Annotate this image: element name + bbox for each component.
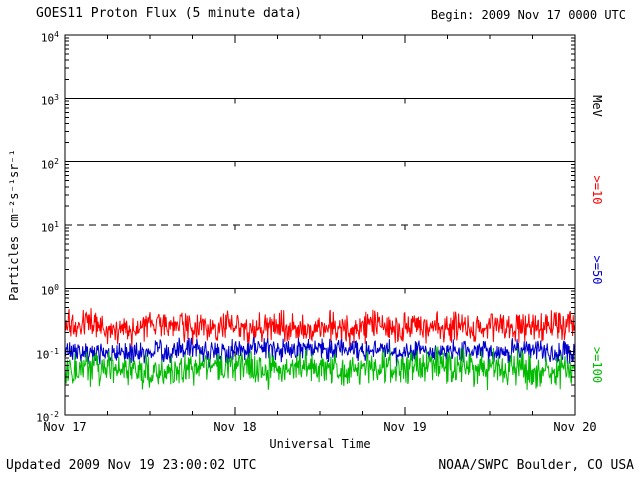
y-tick-label: 103 (40, 93, 59, 108)
x-axis-label: Universal Time (269, 437, 371, 451)
begin-time-label: Begin: 2009 Nov 17 0000 UTC (430, 8, 626, 22)
x-tick-label: Nov 18 (213, 420, 257, 434)
updated-timestamp: Updated 2009 Nov 19 23:00:02 UTC (6, 458, 257, 473)
y-tick-label: 10-1 (36, 346, 59, 362)
series-label-100: >=100 (590, 346, 604, 384)
series-line-gege100 (65, 346, 575, 391)
plot-border (64, 34, 576, 416)
y-tick-label: 101 (40, 220, 59, 235)
y-tick-label: 104 (40, 30, 59, 45)
credit-label: NOAA/SWPC Boulder, CO USA (438, 458, 634, 473)
x-tick-label: Nov 20 (553, 420, 597, 434)
series-line-gege10 (65, 308, 575, 348)
series-label-50: >=50 (590, 255, 604, 285)
series-line-gege50 (65, 336, 575, 369)
x-tick-label: Nov 19 (383, 420, 427, 434)
right-axis-unit-label: MeV (590, 95, 604, 117)
y-tick-label: 100 (40, 283, 59, 298)
y-tick-label: 10-2 (36, 410, 59, 425)
x-tick-label: Nov 17 (43, 420, 87, 434)
series-label-10: >=10 (590, 175, 604, 205)
chart-title: GOES11 Proton Flux (5 minute data) (36, 6, 303, 21)
y-tick-label: 102 (40, 156, 59, 172)
